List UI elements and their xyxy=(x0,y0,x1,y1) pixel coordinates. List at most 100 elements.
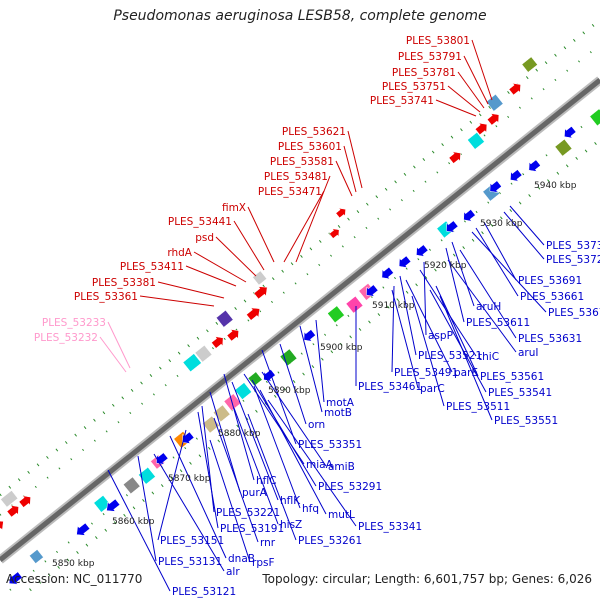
reverse-gene-label: PLES_53511 xyxy=(446,401,510,413)
reverse-gene-35 xyxy=(564,126,577,139)
reverse-gene-label: PLES_53541 xyxy=(488,387,552,399)
reverse-gene-23 xyxy=(366,284,379,297)
reverse-gene-3 xyxy=(76,522,91,536)
forward-gene-20 xyxy=(508,82,521,96)
reverse-gene-label: PLES_53491 xyxy=(394,367,458,379)
scale-tick-label: 5920 kbp xyxy=(424,261,467,271)
forward-gene-label: rhdA xyxy=(167,247,192,259)
reverse-gene-29 xyxy=(463,209,476,222)
reverse-gene-label: PLES_53561 xyxy=(480,371,544,383)
scale-tick-labels: 5850 kbp 5860 kbp 5870 kbp 5880 kbp 5890 kbp… xyxy=(52,181,577,569)
reverse-leader-line xyxy=(391,285,395,373)
pseudo-gene-label: PLES_53233 xyxy=(42,317,106,329)
forward-gene-label: PLES_53581 xyxy=(270,156,334,168)
reverse-leader-line xyxy=(419,269,477,357)
reverse-gene-label: motA xyxy=(326,397,355,409)
reverse-leader-line xyxy=(153,453,225,572)
forward-gene-label: PLES_53411 xyxy=(120,261,184,273)
reverse-leader-line xyxy=(169,435,227,559)
reverse-leader-line xyxy=(209,391,241,493)
reverse-leader-line xyxy=(399,275,417,356)
reverse-gene-1 xyxy=(8,571,23,585)
reverse-gene-label: rnr xyxy=(260,537,276,549)
reverse-leader-line xyxy=(261,371,327,467)
reverse-gene-label: PLES_53671 xyxy=(548,307,600,319)
genome-backbone-core xyxy=(0,78,600,562)
reverse-gene-21 xyxy=(345,295,364,314)
reverse-gene-label: aruI xyxy=(518,347,539,359)
reverse-gene-label: hfq xyxy=(302,503,319,515)
reverse-leader-line xyxy=(197,411,219,529)
reverse-gene-label: alr xyxy=(226,566,240,578)
reverse-gene-18 xyxy=(279,348,298,367)
forward-gene-11 xyxy=(253,286,268,300)
pseudo-leader-line xyxy=(107,321,131,369)
pseudo-leader-line xyxy=(99,336,127,373)
forward-leader-line xyxy=(457,71,485,109)
topology-text: Topology: circular; Length: 6,601,757 bp… xyxy=(262,572,592,586)
forward-gene-label: fimX xyxy=(222,202,246,214)
reverse-gene-label: PLES_53521 xyxy=(418,350,482,362)
scale-tick-label: 5890 kbp xyxy=(268,386,311,396)
forward-gene-14 xyxy=(335,207,346,219)
forward-leader-line xyxy=(139,295,215,307)
reverse-leader-line xyxy=(429,289,487,393)
gene-labels: PLES_53801 PLES_53791 PLES_53781 PLES_53751… xyxy=(34,35,600,598)
reverse-gene-36 xyxy=(589,108,600,127)
reverse-leader-line xyxy=(451,241,475,307)
reverse-leader-line xyxy=(213,417,259,543)
forward-gene-label: PLES_53381 xyxy=(92,277,156,289)
reverse-leader-line xyxy=(405,279,453,373)
reverse-leader-line xyxy=(253,385,301,509)
reverse-leader-line xyxy=(259,389,327,515)
reverse-gene-label: PLES_53461 xyxy=(358,381,422,393)
reverse-gene-7 xyxy=(138,466,156,485)
scale-tick-label: 5940 kbp xyxy=(534,181,577,191)
reverse-gene-label: dnaB xyxy=(228,553,255,565)
forward-leader-line xyxy=(335,160,353,197)
map-title: Pseudomonas aeruginosa LESB58, complete … xyxy=(113,8,487,24)
reverse-gene-label: rpsF xyxy=(252,557,275,569)
forward-gene-label: PLES_53741 xyxy=(370,95,434,107)
reverse-leader-line xyxy=(279,343,307,425)
forward-leader-line xyxy=(283,190,325,263)
reverse-gene-15 xyxy=(234,382,252,400)
scale-tick-label: 5900 kbp xyxy=(320,343,363,353)
reverse-leader-line xyxy=(107,469,171,592)
reverse-leader-line xyxy=(445,247,465,323)
forward-gene-21 xyxy=(521,56,538,73)
reverse-gene-label: PLES_53551 xyxy=(494,415,558,427)
reverse-gene-label: PLES_53151 xyxy=(160,535,224,547)
reverse-gene-label: parC xyxy=(420,383,445,395)
forward-gene-6 xyxy=(194,344,213,363)
reverse-gene-label: PLES_53731 xyxy=(546,240,600,252)
forward-gene-label: PLES_53471 xyxy=(258,186,322,198)
forward-strand-features xyxy=(0,56,538,531)
forward-leader-line xyxy=(471,39,493,101)
forward-gene-5 xyxy=(182,353,202,373)
forward-gene-7 xyxy=(211,336,224,349)
scale-tick-label: 5860 kbp xyxy=(112,517,155,527)
scale-tick-label: 5930 kbp xyxy=(480,219,523,229)
reverse-leader-line xyxy=(459,249,517,339)
reverse-leader-line xyxy=(223,373,255,481)
reverse-gene-2 xyxy=(29,549,44,564)
reverse-gene-label: PLES_53221 xyxy=(216,507,280,519)
reverse-gene-label: aspP xyxy=(428,330,453,342)
reverse-strand-features xyxy=(8,108,600,585)
reverse-gene-label: hisZ xyxy=(280,519,302,531)
forward-gene-17 xyxy=(474,122,488,136)
reverse-gene-label: PLES_53121 xyxy=(172,586,236,598)
reverse-leader-line xyxy=(233,407,279,525)
reverse-gene-label: PLES_53131 xyxy=(158,556,222,568)
forward-gene-16 xyxy=(467,132,485,150)
scale-tick-label: 5910 kbp xyxy=(372,301,415,311)
reverse-leader-line xyxy=(251,379,317,487)
forward-gene-10 xyxy=(215,309,234,328)
reverse-leader-line xyxy=(423,261,427,336)
forward-leader-line xyxy=(193,251,247,283)
reverse-gene-31 xyxy=(489,180,502,193)
reverse-gene-label: parE xyxy=(454,367,478,379)
